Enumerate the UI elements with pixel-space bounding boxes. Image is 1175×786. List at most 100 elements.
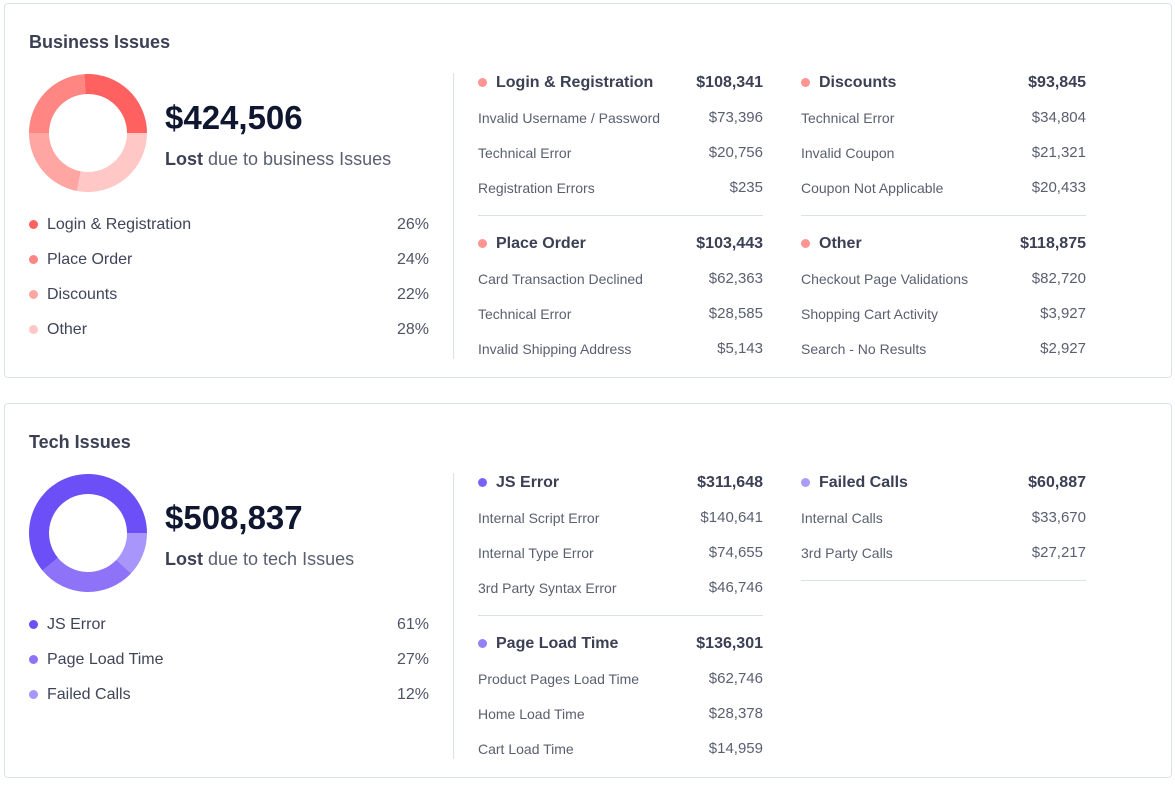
- donut-slice-other: [76, 133, 147, 192]
- legend-item: Page Load Time 27%: [29, 642, 429, 677]
- issue-group: Page Load Time $136,301 Product Pages Load…: [478, 626, 763, 776]
- legend-dot-icon: [29, 220, 38, 229]
- group-dot-icon: [801, 78, 810, 87]
- issue-label: Internal Script Error: [478, 509, 600, 526]
- legend-percent: 12%: [396, 685, 429, 703]
- group-dot-icon: [478, 639, 487, 648]
- business-subtitle: Lost due to business Issues: [165, 149, 391, 170]
- legend-dot-icon: [29, 290, 38, 299]
- group-name: Other: [819, 234, 862, 252]
- group-amount: $60,887: [1028, 473, 1086, 491]
- issue-label: Registration Errors: [478, 179, 595, 196]
- issue-row: 3rd Party Calls $27,217: [801, 535, 1086, 570]
- business-column-2: Discounts $93,845 Technical Error $34,804 In…: [801, 65, 1086, 386]
- issue-row: Internal Type Error $74,655: [478, 535, 763, 570]
- legend-dot-icon: [29, 690, 38, 699]
- tech-total: $508,837: [165, 499, 303, 536]
- group-header: Discounts $93,845: [801, 65, 1086, 100]
- legend-label: Failed Calls: [47, 685, 131, 703]
- legend-label: Page Load Time: [47, 650, 164, 668]
- card-title: Tech Issues: [29, 432, 131, 452]
- issue-group: Failed Calls $60,887 Internal Calls $33,670…: [801, 465, 1086, 581]
- issue-label: Technical Error: [801, 109, 895, 126]
- issue-row: Technical Error $28,585: [478, 296, 763, 331]
- group-header: Page Load Time $136,301: [478, 626, 763, 661]
- business-issues-card: Business Issues $424,506 Lost due to bus…: [4, 3, 1172, 378]
- group-dot-icon: [801, 239, 810, 248]
- group-amount: $311,648: [697, 473, 763, 491]
- group-header: JS Error $311,648: [478, 465, 763, 500]
- issue-amount: $3,927: [1040, 305, 1086, 322]
- issue-row: 3rd Party Syntax Error $46,746: [478, 570, 763, 605]
- issue-label: Home Load Time: [478, 705, 585, 722]
- issue-amount: $74,655: [708, 544, 763, 561]
- issue-amount: $20,433: [1031, 179, 1086, 196]
- issue-row: Technical Error $20,756: [478, 135, 763, 170]
- legend-item: Discounts 22%: [29, 277, 429, 312]
- issue-row: Search - No Results $2,927: [801, 331, 1086, 366]
- donut-slice-discounts: [29, 133, 81, 191]
- issue-label: Checkout Page Validations: [801, 270, 969, 287]
- legend-label: Other: [47, 320, 88, 338]
- issue-amount: $20,756: [708, 144, 763, 161]
- issue-label: Product Pages Load Time: [478, 670, 640, 687]
- divider: [453, 73, 454, 359]
- card-title: Business Issues: [29, 32, 171, 52]
- tech-subtitle: Lost due to tech Issues: [165, 549, 354, 570]
- issue-row: Invalid Coupon $21,321: [801, 135, 1086, 170]
- legend-percent: 24%: [396, 250, 429, 268]
- issue-amount: $28,378: [708, 705, 763, 722]
- issue-label: 3rd Party Syntax Error: [478, 579, 617, 596]
- business-total: $424,506: [165, 99, 303, 136]
- tech-issues-card: Tech Issues $508,837 Lost due to tech Is…: [4, 403, 1172, 778]
- legend-dot-icon: [29, 255, 38, 264]
- lost-suffix: due to tech Issues: [203, 549, 355, 569]
- issue-label: Internal Type Error: [478, 544, 594, 561]
- group-header: Login & Registration $108,341: [478, 65, 763, 100]
- issue-row: Checkout Page Validations $82,720: [801, 261, 1086, 296]
- legend-percent: 28%: [396, 320, 429, 338]
- issue-amount: $62,746: [708, 670, 763, 687]
- business-column-1: Login & Registration $108,341 Invalid User…: [478, 65, 763, 386]
- legend-percent: 27%: [396, 650, 429, 668]
- issue-group: Login & Registration $108,341 Invalid User…: [478, 65, 763, 216]
- legend-dot-icon: [29, 655, 38, 664]
- issue-row: Cart Load Time $14,959: [478, 731, 763, 766]
- issue-row: Coupon Not Applicable $20,433: [801, 170, 1086, 205]
- issue-label: Invalid Shipping Address: [478, 340, 632, 357]
- issue-label: Invalid Username / Password: [478, 109, 661, 126]
- issue-label: Coupon Not Applicable: [801, 179, 944, 196]
- legend-label: Place Order: [47, 250, 133, 268]
- issue-label: Search - No Results: [801, 340, 927, 357]
- group-header: Other $118,875: [801, 226, 1086, 261]
- issue-amount: $140,641: [700, 509, 763, 526]
- group-name: Discounts: [819, 73, 897, 91]
- issue-amount: $34,804: [1031, 109, 1086, 126]
- tech-column-1: JS Error $311,648 Internal Script Error $14…: [478, 465, 763, 786]
- issue-row: Card Transaction Declined $62,363: [478, 261, 763, 296]
- issue-label: Card Transaction Declined: [478, 270, 643, 287]
- donut-slice-failed-calls: [116, 533, 147, 574]
- business-legend: Login & Registration 26% Place Order 24% Dis…: [29, 207, 429, 347]
- issue-amount: $235: [729, 179, 763, 196]
- issue-amount: $73,396: [708, 109, 763, 126]
- legend-dot-icon: [29, 620, 38, 629]
- issue-group: Place Order $103,443 Card Transaction Decl…: [478, 226, 763, 376]
- issue-amount: $14,959: [708, 740, 763, 757]
- issue-row: Registration Errors $235: [478, 170, 763, 205]
- issue-label: 3rd Party Calls: [801, 544, 893, 561]
- tech-column-2: Failed Calls $60,887 Internal Calls $33,670…: [801, 465, 1086, 591]
- donut-slice-js-error: [28, 474, 147, 571]
- legend-item: Login & Registration 26%: [29, 207, 429, 242]
- donut-slice-login-registration: [84, 73, 147, 133]
- group-name: Page Load Time: [496, 634, 619, 652]
- issue-row: Internal Calls $33,670: [801, 500, 1086, 535]
- issue-row: Technical Error $34,804: [801, 100, 1086, 135]
- donut-slice-place-order: [29, 74, 86, 133]
- issue-amount: $2,927: [1040, 340, 1086, 357]
- tech-legend: JS Error 61% Page Load Time 27% Failed Calls…: [29, 607, 429, 712]
- issue-amount: $82,720: [1031, 270, 1086, 287]
- issue-group: JS Error $311,648 Internal Script Error $14…: [478, 465, 763, 616]
- issue-label: Cart Load Time: [478, 740, 574, 757]
- lost-label: Lost: [165, 149, 203, 169]
